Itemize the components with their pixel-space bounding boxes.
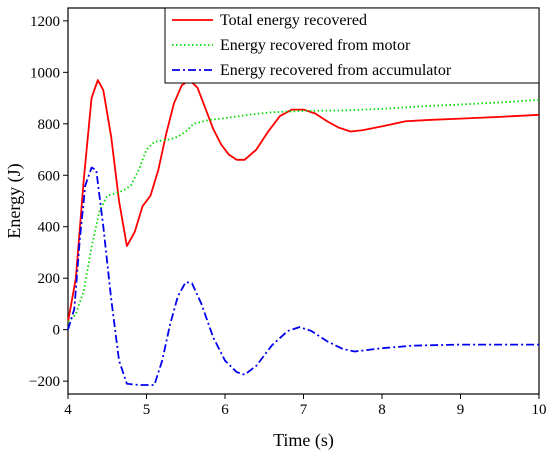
x-tick-label: 7 [300,402,308,418]
x-tick-label: 10 [532,402,547,418]
x-tick-label: 9 [457,402,465,418]
y-tick-label: 800 [38,117,61,133]
x-tick-label: 6 [221,402,229,418]
legend-label-motor: Energy recovered from motor [220,37,411,54]
y-tick-label: 200 [38,271,61,287]
legend: Total energy recovered Energy recovered … [164,7,540,84]
x-axis-label: Time (s) [273,430,334,451]
series-line-motor-energy [67,98,540,323]
series-line-accumulator-energy [67,166,539,386]
x-tick-label: 8 [378,402,386,418]
data-series [67,79,540,386]
legend-label-total: Total energy recovered [220,12,367,29]
x-tick-label: 5 [143,402,151,418]
y-tick-label: 1200 [30,14,60,30]
y-tick-label: 600 [38,168,61,184]
y-tick-label: 400 [38,220,61,236]
series-line-total-energy [67,79,540,323]
x-tick-label: 4 [64,402,72,418]
axis-ticks: 4 5 6 7 8 9 10 −200 0 200 400 600 800 1000 1200 [29,14,546,418]
legend-label-accumulator: Energy recovered from accumulator [220,62,452,79]
y-tick-label: 1000 [30,65,60,81]
y-tick-label: −200 [29,374,60,390]
y-tick-label: 0 [53,323,61,339]
y-axis-label: Energy (J) [4,163,25,238]
legend-box [164,7,540,84]
